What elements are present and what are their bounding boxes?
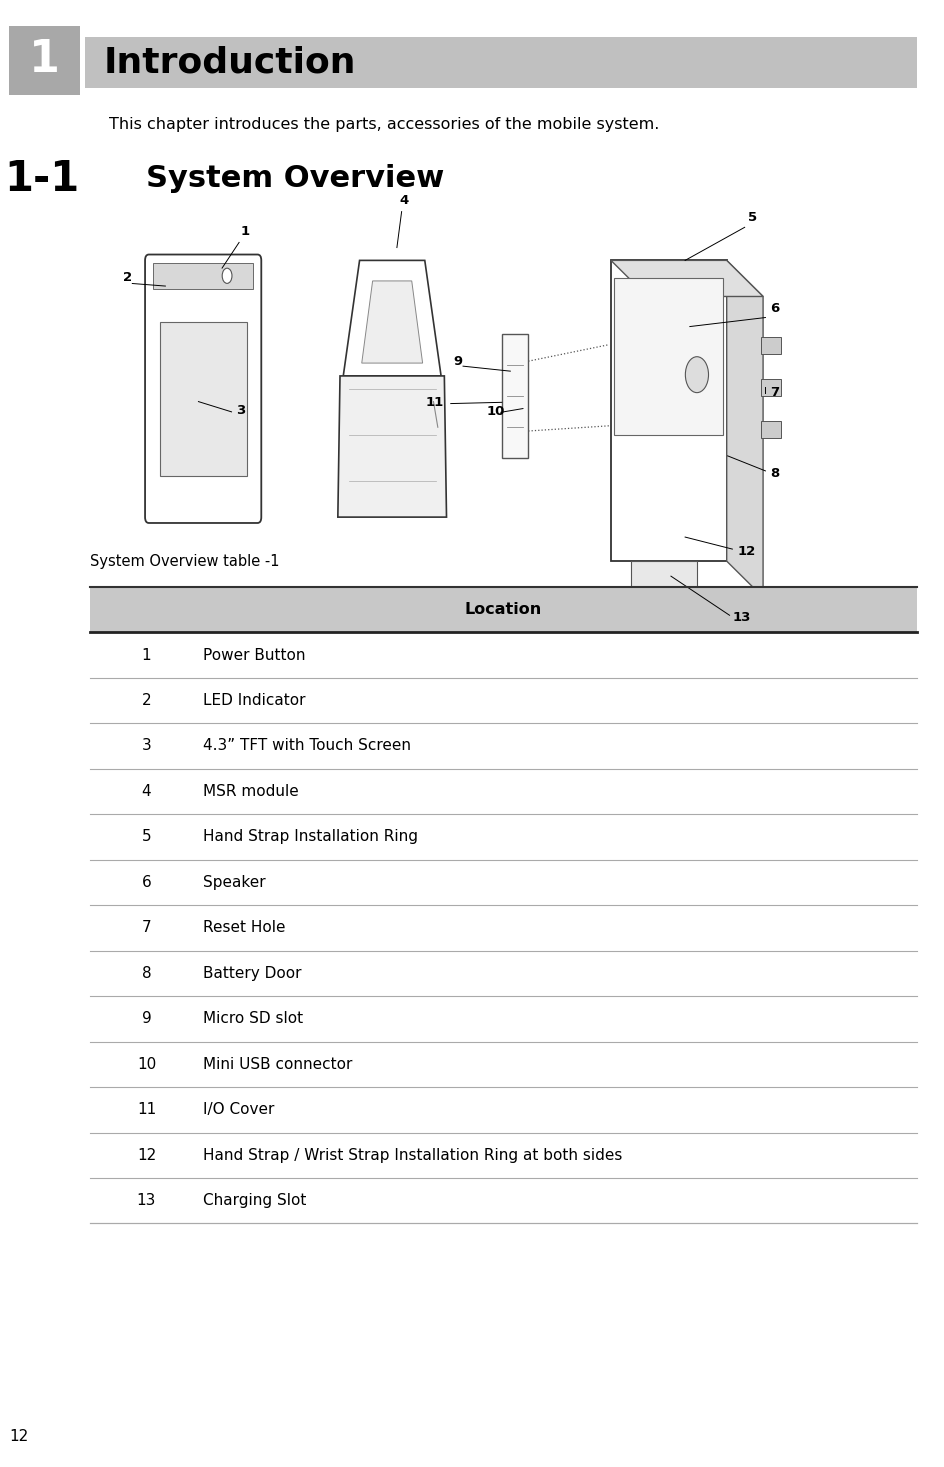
Text: Mini USB connector: Mini USB connector: [203, 1056, 352, 1072]
Polygon shape: [501, 334, 528, 458]
Text: MSR module: MSR module: [203, 783, 298, 800]
Circle shape: [222, 268, 231, 283]
Polygon shape: [343, 260, 441, 376]
Circle shape: [684, 356, 708, 393]
Text: Charging Slot: Charging Slot: [203, 1193, 306, 1209]
Text: Micro SD slot: Micro SD slot: [203, 1011, 303, 1027]
Text: Battery Door: Battery Door: [203, 965, 301, 981]
Text: 5: 5: [748, 211, 757, 224]
Text: 1-1: 1-1: [5, 158, 80, 200]
Bar: [686, 279, 700, 293]
Text: 10: 10: [137, 1056, 156, 1072]
Text: 2: 2: [123, 271, 132, 285]
Text: 9: 9: [453, 355, 463, 368]
Text: 3: 3: [142, 738, 151, 754]
Text: System Overview table -1: System Overview table -1: [90, 555, 279, 569]
Circle shape: [668, 346, 674, 355]
Text: LED Indicator: LED Indicator: [203, 692, 305, 709]
Text: 7: 7: [142, 920, 151, 936]
Text: 13: 13: [732, 612, 750, 625]
Text: 1: 1: [29, 38, 60, 81]
Polygon shape: [726, 260, 762, 597]
Circle shape: [668, 298, 674, 307]
Text: 8: 8: [769, 467, 779, 480]
Text: 12: 12: [9, 1429, 28, 1444]
Text: I/O Cover: I/O Cover: [203, 1102, 275, 1118]
Bar: [640, 279, 653, 293]
Text: 11: 11: [137, 1102, 156, 1118]
Text: 10: 10: [486, 405, 504, 418]
Text: 1: 1: [241, 224, 250, 238]
Bar: [9, 26, 80, 95]
Text: 6: 6: [142, 874, 151, 890]
Text: Hand Strap / Wrist Strap Installation Ring at both sides: Hand Strap / Wrist Strap Installation Ri…: [203, 1147, 622, 1163]
Polygon shape: [610, 260, 762, 296]
Circle shape: [679, 321, 684, 332]
Text: 3: 3: [236, 405, 245, 418]
Bar: [663, 279, 676, 293]
Text: 11: 11: [425, 396, 443, 409]
Polygon shape: [362, 280, 422, 362]
Text: 2: 2: [142, 692, 151, 709]
Bar: [761, 378, 781, 396]
Polygon shape: [337, 376, 446, 518]
Text: System Overview: System Overview: [146, 164, 445, 194]
Text: 4.3” TFT with Touch Screen: 4.3” TFT with Touch Screen: [203, 738, 411, 754]
Polygon shape: [631, 562, 696, 597]
Text: Reset Hole: Reset Hole: [203, 920, 285, 936]
Circle shape: [668, 321, 674, 332]
Bar: [160, 321, 246, 475]
Text: Location: Location: [464, 601, 541, 618]
Bar: [153, 263, 253, 289]
Text: 1: 1: [142, 647, 151, 663]
Bar: [614, 279, 723, 434]
Text: 12: 12: [137, 1147, 156, 1163]
Bar: [761, 421, 781, 437]
Circle shape: [659, 321, 665, 332]
Bar: [761, 337, 781, 354]
Text: 4: 4: [399, 194, 409, 207]
Text: 12: 12: [736, 546, 754, 557]
Text: 4: 4: [142, 783, 151, 800]
Text: 8: 8: [142, 965, 151, 981]
Text: 7: 7: [769, 386, 779, 399]
Text: Power Button: Power Button: [203, 647, 305, 663]
Text: 5: 5: [142, 829, 151, 845]
Bar: [90, 587, 916, 632]
Text: This chapter introduces the parts, accessories of the mobile system.: This chapter introduces the parts, acces…: [109, 117, 658, 132]
Text: Speaker: Speaker: [203, 874, 265, 890]
Text: Hand Strap Installation Ring: Hand Strap Installation Ring: [203, 829, 418, 845]
Text: 9: 9: [142, 1011, 151, 1027]
Text: 6: 6: [769, 302, 779, 314]
FancyBboxPatch shape: [145, 255, 261, 522]
Text: 13: 13: [137, 1193, 156, 1209]
Bar: [85, 37, 916, 88]
Text: Introduction: Introduction: [104, 45, 356, 79]
Polygon shape: [610, 260, 726, 562]
